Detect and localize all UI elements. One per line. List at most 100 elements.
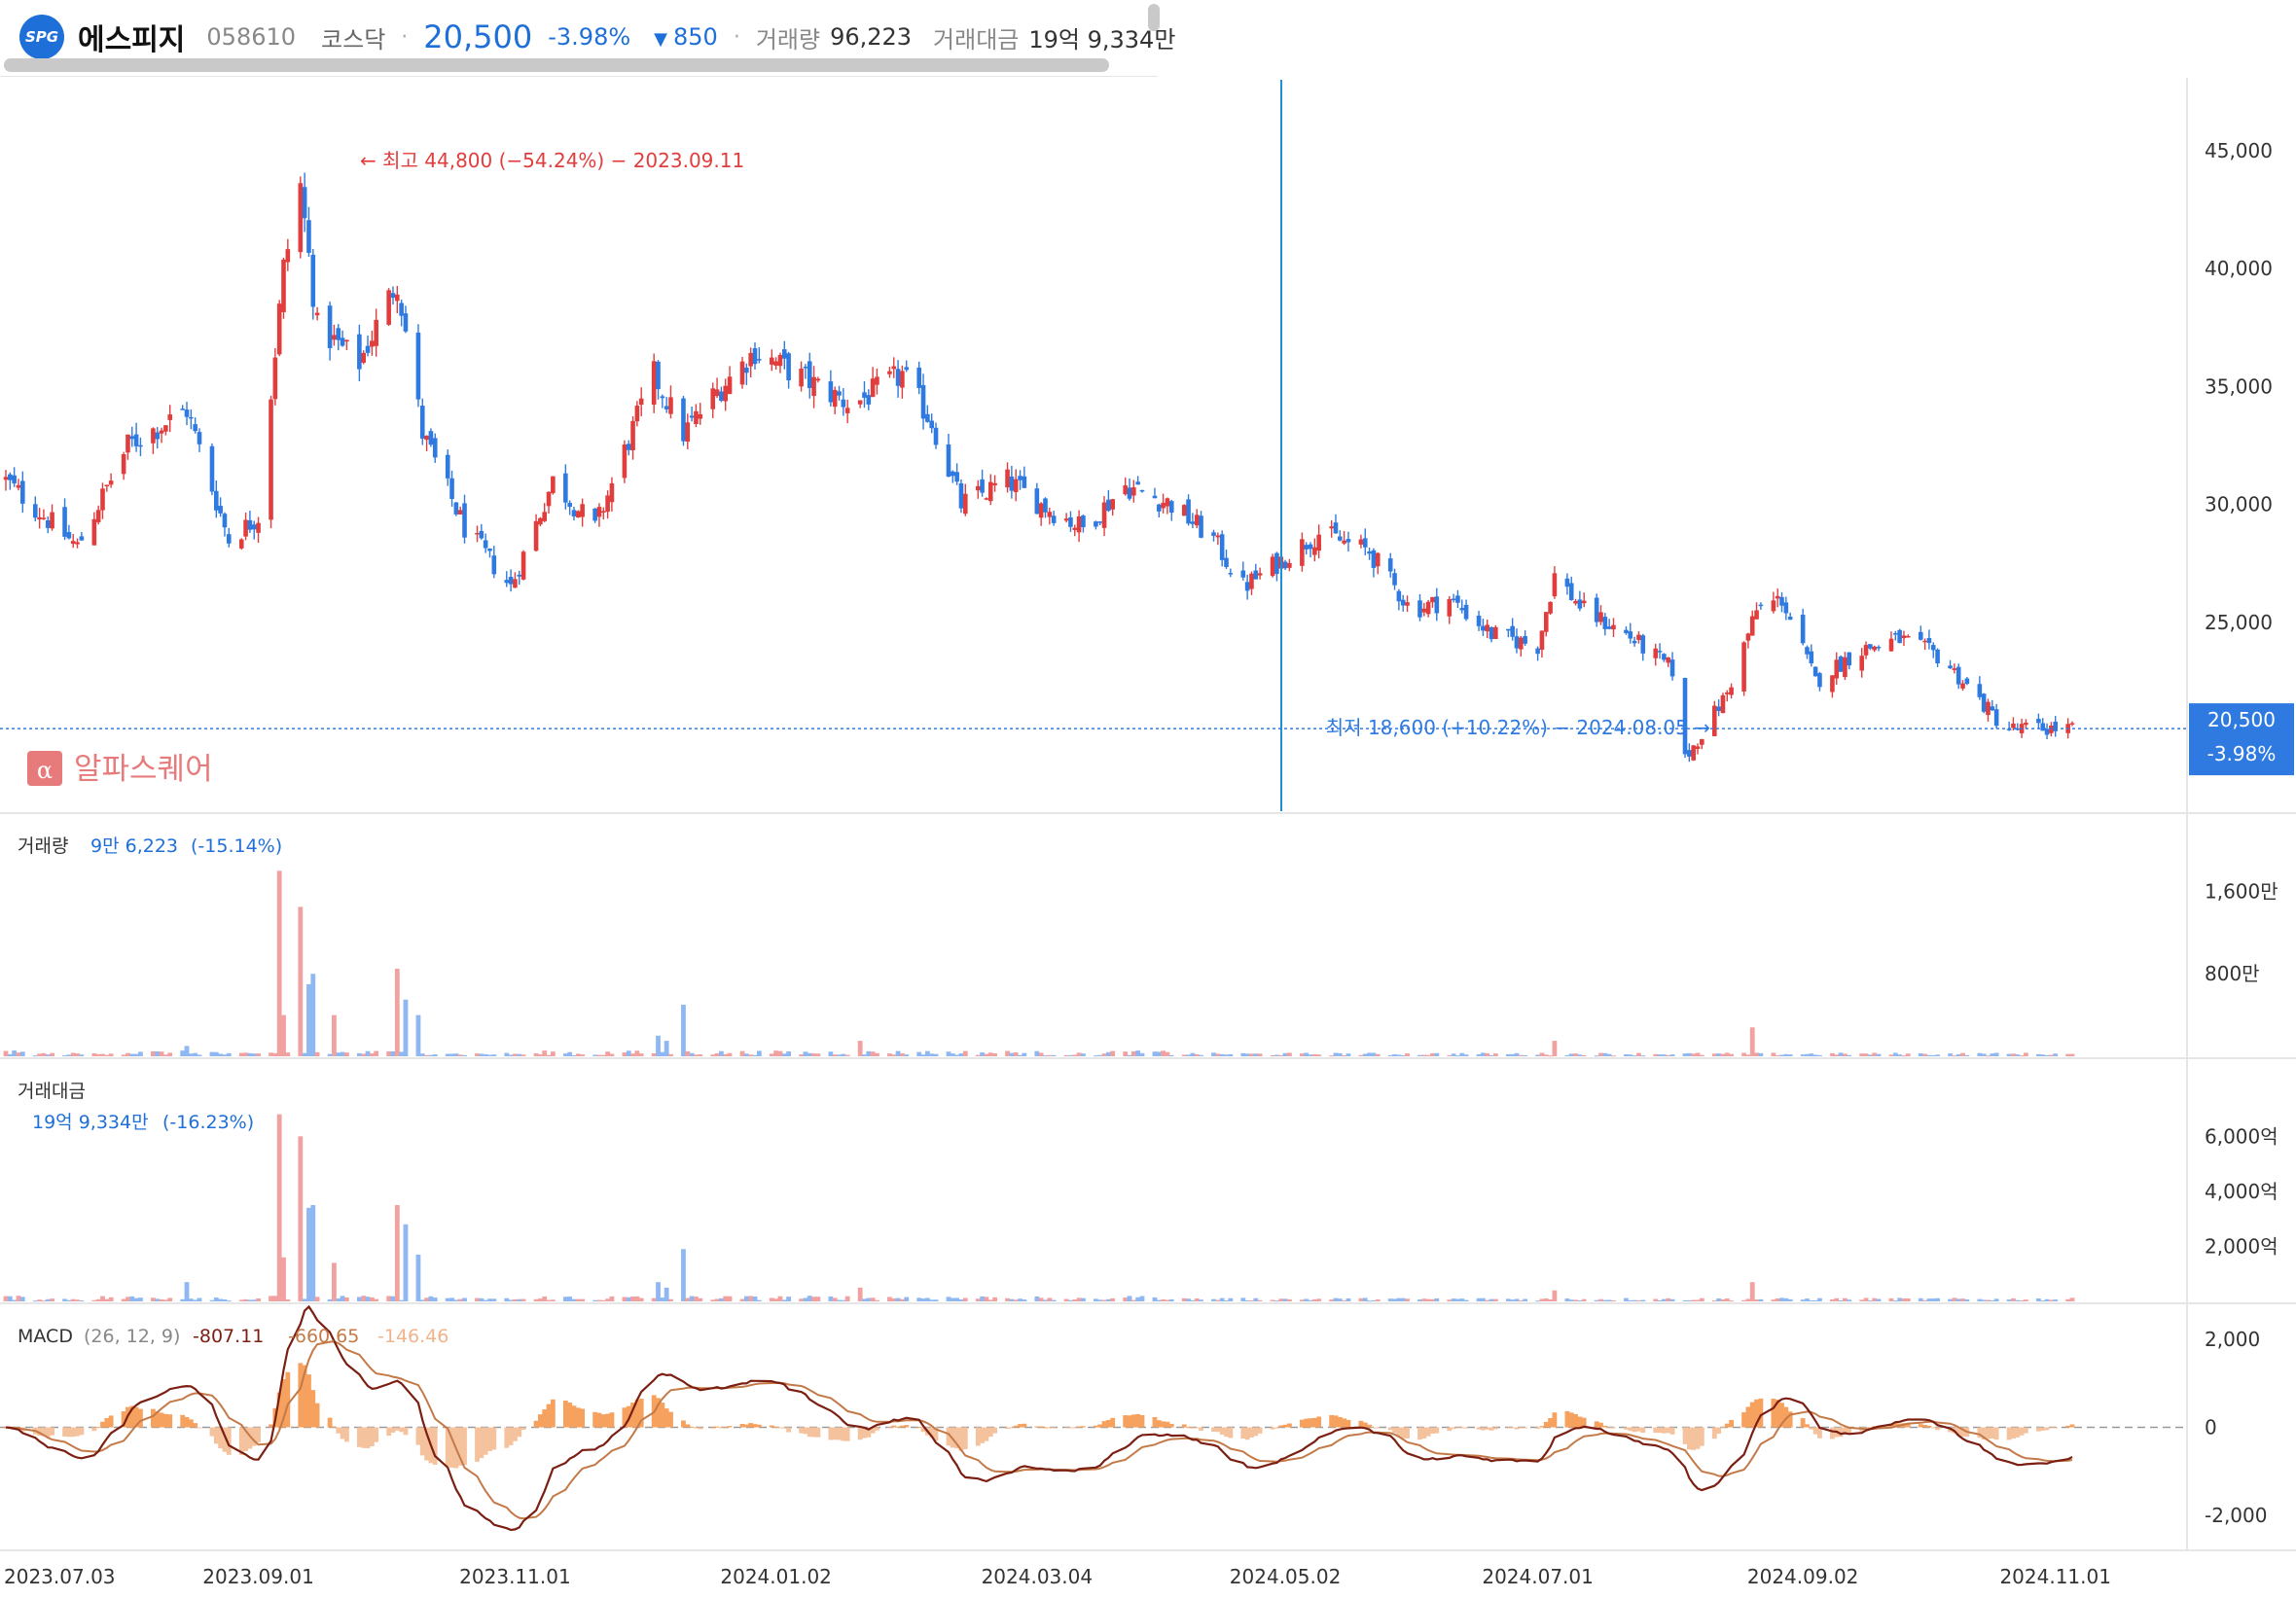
macd-osc-bar bbox=[394, 1427, 400, 1431]
volume-bar bbox=[875, 1299, 879, 1301]
macd-osc-bar bbox=[1127, 1415, 1132, 1428]
volume-bar bbox=[1611, 1299, 1616, 1301]
volume-bar bbox=[681, 1005, 686, 1056]
volume-bar bbox=[904, 1054, 910, 1056]
candle bbox=[50, 504, 54, 531]
macd-osc-bar bbox=[714, 1426, 720, 1428]
volume-bar bbox=[1535, 1300, 1541, 1302]
vertical-scrollbar[interactable] bbox=[1148, 4, 1160, 31]
candle bbox=[1194, 509, 1200, 529]
macd-osc-bar bbox=[520, 1427, 526, 1431]
candle bbox=[668, 385, 673, 419]
volume-panel[interactable] bbox=[3, 871, 2075, 1057]
candle bbox=[1653, 643, 1659, 666]
macd-osc-bar bbox=[1632, 1427, 1637, 1433]
volume-bar bbox=[1691, 1053, 1697, 1056]
macd-osc-bar bbox=[1754, 1399, 1759, 1428]
volume-bar bbox=[167, 1052, 173, 1056]
volume-bar bbox=[162, 1054, 168, 1056]
candle bbox=[609, 477, 615, 512]
volume-bar bbox=[1270, 1299, 1275, 1301]
volume-bar bbox=[2069, 1053, 2075, 1056]
candle bbox=[916, 361, 922, 395]
volume-bar bbox=[664, 1287, 669, 1301]
macd-osc-bar bbox=[844, 1427, 850, 1441]
candle bbox=[1434, 587, 1440, 622]
volume-bar bbox=[727, 1296, 733, 1301]
macd-osc-bar bbox=[1935, 1427, 1940, 1431]
volume-bar bbox=[1606, 1053, 1612, 1056]
volume-bar bbox=[70, 1052, 76, 1056]
price-panel[interactable] bbox=[3, 172, 2075, 763]
candle bbox=[238, 538, 244, 551]
volume-bar bbox=[1930, 1298, 1936, 1301]
volume-bar bbox=[1691, 1299, 1697, 1301]
candle bbox=[1282, 559, 1288, 571]
volume-bar bbox=[1316, 1054, 1322, 1056]
macd-osc-bar bbox=[1018, 1424, 1022, 1428]
macd-osc-bar bbox=[630, 1403, 635, 1428]
macd-osc-bar bbox=[1253, 1427, 1259, 1437]
volume-bar bbox=[419, 1053, 425, 1056]
candle bbox=[651, 353, 657, 413]
volume-bar bbox=[365, 1050, 371, 1056]
volume-bar bbox=[1480, 1297, 1486, 1301]
volume-bar bbox=[685, 1050, 691, 1056]
volume-bar bbox=[1244, 1299, 1250, 1301]
volume-bar bbox=[685, 1297, 691, 1301]
candle bbox=[1720, 693, 1726, 714]
macd-osc-bar bbox=[256, 1427, 261, 1442]
volume-bar bbox=[475, 1297, 480, 1301]
candle bbox=[1598, 605, 1603, 625]
volume-bar bbox=[1168, 1298, 1174, 1301]
macd-panel[interactable] bbox=[0, 1304, 2187, 1532]
macd-osc-bar bbox=[1577, 1416, 1583, 1428]
candle bbox=[1552, 566, 1558, 599]
macd-osc-bar bbox=[1657, 1427, 1663, 1434]
candle bbox=[1270, 553, 1275, 578]
volume-bar bbox=[1948, 1053, 1953, 1056]
volume-bar bbox=[1329, 1299, 1335, 1301]
amount-panel[interactable] bbox=[3, 1114, 2075, 1302]
down-arrow-icon: ▼ bbox=[654, 29, 667, 50]
volume-bar bbox=[7, 1296, 13, 1301]
macd-osc-bar bbox=[1139, 1414, 1145, 1428]
volume-bar bbox=[1901, 1297, 1907, 1301]
candle bbox=[184, 402, 190, 426]
volume-bar bbox=[1838, 1299, 1844, 1301]
macd-osc-bar bbox=[238, 1427, 244, 1455]
candle bbox=[475, 525, 480, 543]
volume-bar bbox=[108, 1297, 114, 1301]
candle bbox=[159, 427, 164, 444]
candle bbox=[1081, 514, 1086, 533]
macd-osc-bar bbox=[1606, 1427, 1612, 1429]
volume-bar bbox=[1190, 1299, 1196, 1301]
candle bbox=[462, 494, 467, 544]
volume-bar bbox=[520, 1298, 526, 1301]
volume-bar bbox=[1405, 1053, 1410, 1056]
volume-bar bbox=[718, 1050, 724, 1056]
volume-bar bbox=[992, 1297, 997, 1301]
volume-bar bbox=[272, 1052, 278, 1056]
macd-osc-bar bbox=[1333, 1415, 1339, 1428]
volume-bar bbox=[769, 1053, 774, 1056]
volume-bar bbox=[786, 1050, 792, 1056]
candle bbox=[1333, 514, 1339, 534]
volume-bar bbox=[773, 1050, 779, 1056]
candle bbox=[660, 394, 665, 409]
macd-osc-bar bbox=[1892, 1423, 1898, 1428]
volume-bar bbox=[428, 1296, 434, 1301]
volume-bar bbox=[133, 1053, 139, 1056]
horizontal-scrollbar[interactable] bbox=[4, 58, 1109, 72]
stock-name[interactable]: 에스피지 bbox=[78, 23, 186, 57]
volume-bar bbox=[832, 1054, 838, 1056]
macd-osc-bar bbox=[1581, 1417, 1587, 1428]
candle bbox=[533, 514, 539, 552]
volume-bar bbox=[491, 1054, 497, 1056]
volume-bar bbox=[1653, 1053, 1659, 1056]
candle bbox=[781, 340, 787, 370]
volume-bar bbox=[954, 1297, 960, 1301]
volume-bar bbox=[1990, 1053, 1995, 1056]
change-amount: ▼ 850 bbox=[654, 23, 718, 51]
